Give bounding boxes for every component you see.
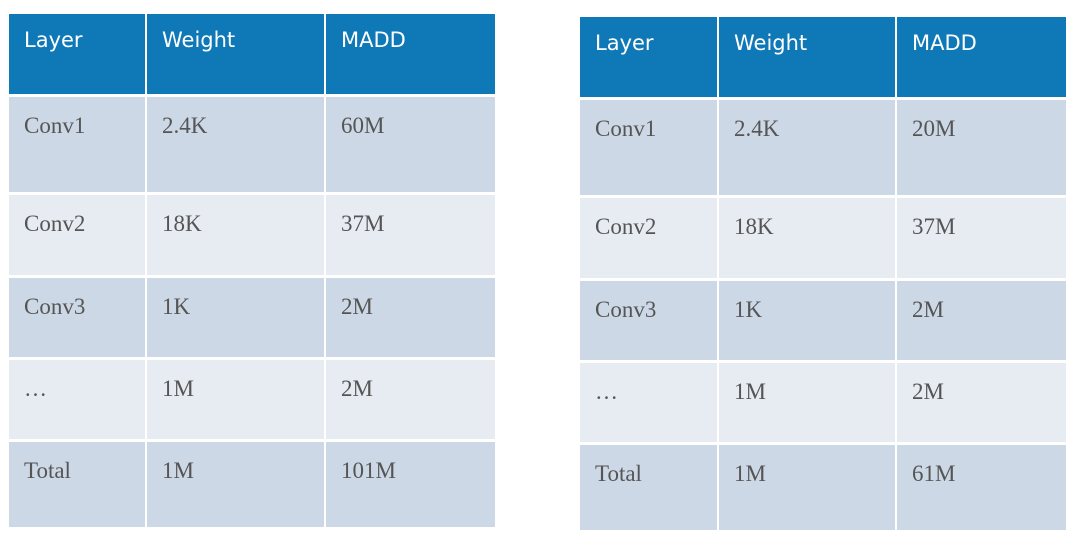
table-cell: 2M bbox=[326, 360, 495, 439]
table-cell: 2.4K bbox=[147, 97, 324, 192]
table-cell: 1K bbox=[147, 278, 324, 357]
table-cell: Conv1 bbox=[9, 97, 145, 192]
table-cell: 1K bbox=[719, 281, 895, 360]
table-cell: Conv1 bbox=[580, 100, 717, 195]
table-cell: 1M bbox=[147, 360, 324, 439]
header-cell: MADD bbox=[326, 14, 495, 94]
table-cell: 2M bbox=[897, 281, 1066, 360]
table-cell: 1M bbox=[719, 445, 895, 530]
table-cell: 1M bbox=[147, 442, 324, 527]
table-cell: Conv2 bbox=[9, 195, 145, 275]
table-cell: Total bbox=[9, 442, 145, 527]
table-cell: Conv3 bbox=[9, 278, 145, 357]
table-cell: Conv2 bbox=[580, 198, 717, 278]
table-cell: 37M bbox=[897, 198, 1066, 278]
table-cell: … bbox=[9, 360, 145, 439]
table-cell: Total bbox=[580, 445, 717, 530]
table-cell: 61M bbox=[897, 445, 1066, 530]
header-cell: Layer bbox=[9, 14, 145, 94]
table-cell: 2M bbox=[326, 278, 495, 357]
table-cell: 2.4K bbox=[719, 100, 895, 195]
header-cell: Weight bbox=[719, 17, 895, 97]
table-cell: 18K bbox=[719, 198, 895, 278]
table-cell: 37M bbox=[326, 195, 495, 275]
table-cell: 20M bbox=[897, 100, 1066, 195]
table-cell: 1M bbox=[719, 363, 895, 442]
header-cell: Layer bbox=[580, 17, 717, 97]
table-cell: 101M bbox=[326, 442, 495, 527]
table-cell: 60M bbox=[326, 97, 495, 192]
table-cell: 18K bbox=[147, 195, 324, 275]
header-cell: MADD bbox=[897, 17, 1066, 97]
table-cell: 2M bbox=[897, 363, 1066, 442]
table-cell: Conv3 bbox=[580, 281, 717, 360]
header-cell: Weight bbox=[147, 14, 324, 94]
table-cell: … bbox=[580, 363, 717, 442]
